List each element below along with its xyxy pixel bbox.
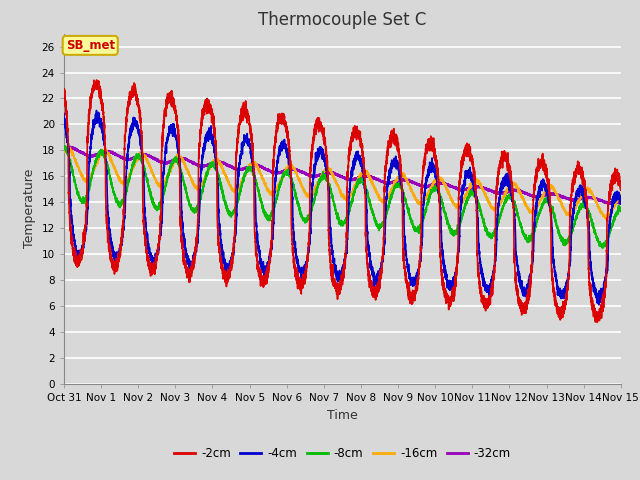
- -4cm: [193, 249, 200, 254]
- -16cm: [310, 190, 317, 195]
- -8cm: [195, 200, 203, 205]
- Legend: -2cm, -4cm, -8cm, -16cm, -32cm: -2cm, -4cm, -8cm, -16cm, -32cm: [169, 443, 516, 465]
- Line: -8cm: -8cm: [64, 146, 621, 248]
- -32cm: [612, 200, 620, 206]
- -2cm: [193, 235, 200, 240]
- -4cm: [310, 171, 317, 177]
- -4cm: [189, 259, 197, 265]
- -16cm: [64, 142, 72, 148]
- -8cm: [270, 203, 278, 208]
- -8cm: [193, 206, 200, 212]
- -16cm: [270, 190, 278, 196]
- -4cm: [270, 216, 278, 222]
- Title: Thermocouple Set C: Thermocouple Set C: [258, 11, 427, 29]
- -32cm: [310, 173, 317, 179]
- -32cm: [270, 170, 278, 176]
- -2cm: [617, 187, 625, 193]
- -8cm: [60, 146, 68, 152]
- -4cm: [612, 193, 620, 199]
- -2cm: [189, 263, 197, 269]
- Line: -16cm: -16cm: [64, 145, 621, 219]
- -4cm: [93, 108, 100, 113]
- -32cm: [608, 201, 616, 207]
- Line: -2cm: -2cm: [64, 80, 621, 323]
- -16cm: [193, 183, 200, 189]
- Line: -4cm: -4cm: [64, 110, 621, 305]
- -8cm: [61, 143, 69, 149]
- -16cm: [60, 148, 68, 154]
- -8cm: [612, 210, 620, 216]
- Text: SB_met: SB_met: [66, 39, 115, 52]
- -32cm: [189, 160, 197, 166]
- -32cm: [617, 199, 625, 205]
- -32cm: [195, 164, 203, 169]
- -2cm: [60, 87, 68, 93]
- -8cm: [310, 201, 317, 206]
- -16cm: [612, 199, 620, 205]
- X-axis label: Time: Time: [327, 408, 358, 421]
- -8cm: [599, 245, 607, 251]
- -16cm: [189, 182, 197, 188]
- -2cm: [195, 145, 203, 151]
- -32cm: [60, 146, 68, 152]
- Y-axis label: Temperature: Temperature: [23, 169, 36, 249]
- -2cm: [93, 77, 100, 83]
- -4cm: [617, 193, 625, 199]
- -4cm: [60, 110, 68, 116]
- -16cm: [602, 216, 610, 222]
- -2cm: [310, 132, 317, 138]
- -4cm: [595, 302, 603, 308]
- -16cm: [617, 192, 625, 198]
- -2cm: [270, 146, 278, 152]
- -8cm: [617, 208, 625, 214]
- -2cm: [612, 170, 620, 176]
- -8cm: [189, 209, 197, 215]
- -32cm: [193, 161, 200, 167]
- -2cm: [593, 320, 601, 325]
- -16cm: [195, 185, 203, 191]
- Line: -32cm: -32cm: [64, 146, 621, 204]
- -32cm: [67, 144, 74, 149]
- -4cm: [195, 213, 203, 218]
